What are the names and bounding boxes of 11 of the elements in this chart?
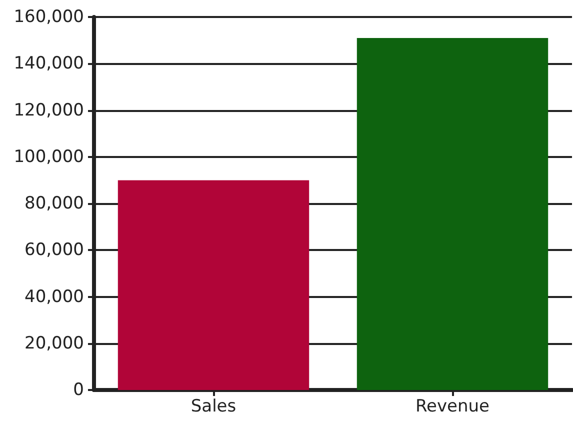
y-tick-label: 60,000 <box>24 240 84 260</box>
y-tick-label: 100,000 <box>14 146 84 167</box>
x-tick-label: Revenue <box>415 396 490 416</box>
y-tick-label: 40,000 <box>24 286 84 307</box>
y-tick-label: 0 <box>73 380 84 400</box>
y-tick-label: 20,000 <box>24 333 84 354</box>
y-tick-label: 160,000 <box>14 7 84 27</box>
y-tick-label: 120,000 <box>14 100 84 120</box>
x-tick-label: Sales <box>190 396 236 416</box>
y-tick-label: 80,000 <box>24 194 84 214</box>
y-tick-label: 140,000 <box>14 54 84 74</box>
